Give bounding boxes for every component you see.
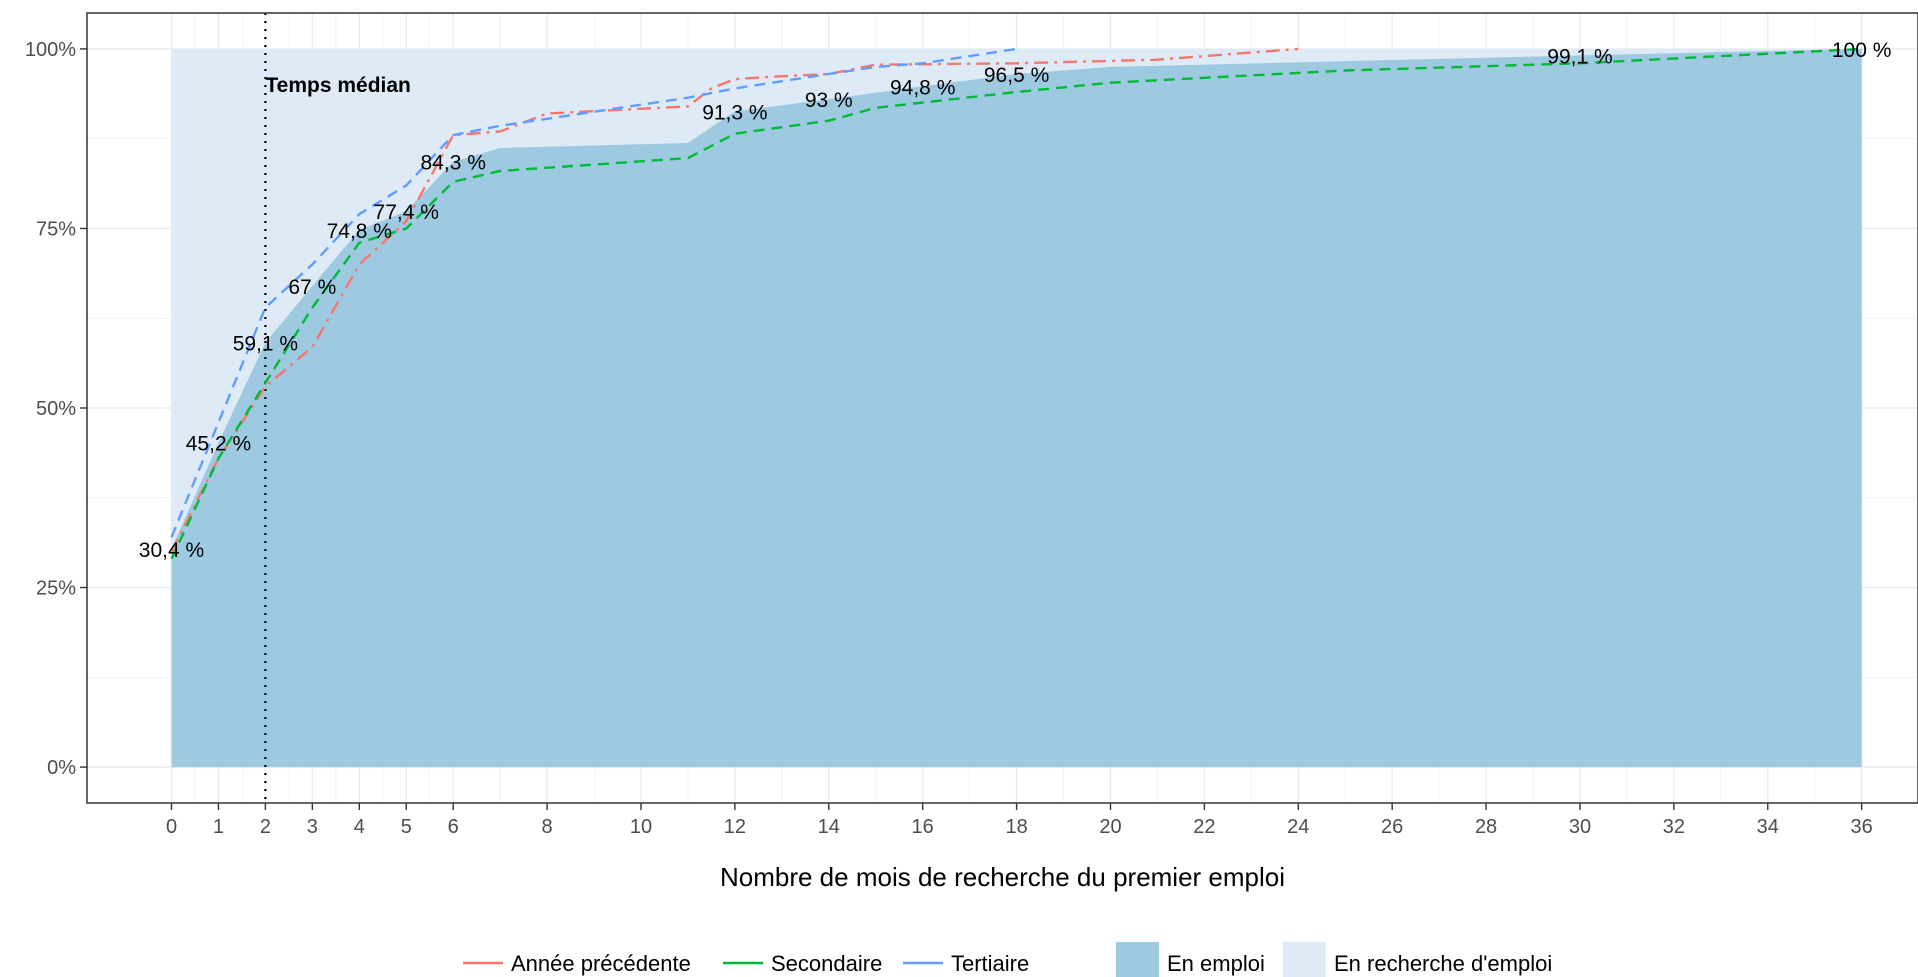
- x-tick-label: 16: [912, 816, 934, 838]
- y-tick-label: 50%: [36, 398, 76, 420]
- median-line-group: Temps médian: [264, 13, 411, 803]
- x-tick-label: 34: [1757, 816, 1779, 838]
- x-tick-label: 8: [542, 816, 553, 838]
- x-tick-label: 1: [213, 816, 224, 838]
- x-tick-label: 14: [818, 816, 840, 838]
- data-label: 100 %: [1832, 39, 1892, 62]
- areas: [171, 48, 1862, 768]
- data-label: 94,8 %: [890, 76, 955, 99]
- data-labels: 30,4 % 45,2 % 59,1 % 67 % 74,8 %77,4 % 84,3 %…: [139, 39, 1892, 562]
- x-tick-label: 22: [1193, 816, 1215, 838]
- legend-label: En recherche d'emploi: [1334, 951, 1552, 976]
- median-label: Temps médian: [265, 74, 410, 97]
- series-line-2: [170, 47, 1017, 538]
- y-tick-label: 100%: [25, 39, 76, 61]
- data-label: 59,1 %: [233, 333, 298, 356]
- x-tick-label: 5: [401, 816, 412, 838]
- legend: Année précédente Secondaire Tertiaire En em…: [463, 942, 1552, 977]
- series-line-0: [170, 47, 1299, 553]
- area-en-emploi: [171, 48, 1862, 768]
- y-tick-label: 0%: [47, 757, 76, 779]
- axes: 0 1 2 3 4 5 6 8 10 12 14 16 18 20 22 24 26 28 30 32 34 360%25…: [25, 39, 1873, 838]
- y-tick-label: 75%: [36, 218, 76, 240]
- data-label: 99,1 %: [1547, 45, 1612, 68]
- legend-label: En emploi: [1167, 951, 1265, 976]
- x-tick-label: 24: [1287, 816, 1309, 838]
- x-tick-label: 12: [724, 816, 746, 838]
- x-tick-label: 3: [307, 816, 318, 838]
- data-label: 45,2 %: [186, 432, 251, 455]
- series: [170, 47, 1862, 560]
- legend-label: Tertiaire: [951, 951, 1029, 976]
- legend-key-fill: [1116, 942, 1159, 977]
- x-tick-label: 20: [1099, 816, 1121, 838]
- x-tick-label: 10: [630, 816, 652, 838]
- legend-label: Secondaire: [771, 951, 882, 976]
- x-tick-label: 32: [1663, 816, 1685, 838]
- x-tick-label: 28: [1475, 816, 1497, 838]
- legend-label: Année précédente: [511, 951, 691, 976]
- x-tick-label: 0: [166, 816, 177, 838]
- data-label: 77,4 %: [374, 201, 439, 224]
- series-line-1: [170, 47, 1862, 560]
- data-label: 96,5 %: [984, 64, 1049, 87]
- data-label: 74,8 %: [327, 220, 392, 243]
- x-axis-title: Nombre de mois de recherche du premier e…: [720, 862, 1285, 892]
- x-tick-label: 2: [260, 816, 271, 838]
- y-tick-label: 25%: [36, 578, 76, 600]
- x-tick-label: 30: [1569, 816, 1591, 838]
- data-label: 93 %: [805, 89, 853, 112]
- data-label: 84,3 %: [421, 152, 486, 175]
- x-tick-label: 18: [1005, 816, 1027, 838]
- data-label: 67 %: [288, 276, 336, 299]
- legend-key-fill: [1283, 942, 1326, 977]
- data-label: 30,4 %: [139, 539, 204, 562]
- x-tick-label: 36: [1851, 816, 1873, 838]
- x-tick-label: 26: [1381, 816, 1403, 838]
- x-tick-label: 4: [354, 816, 365, 838]
- data-label: 91,3 %: [702, 101, 767, 124]
- x-tick-label: 6: [448, 816, 459, 838]
